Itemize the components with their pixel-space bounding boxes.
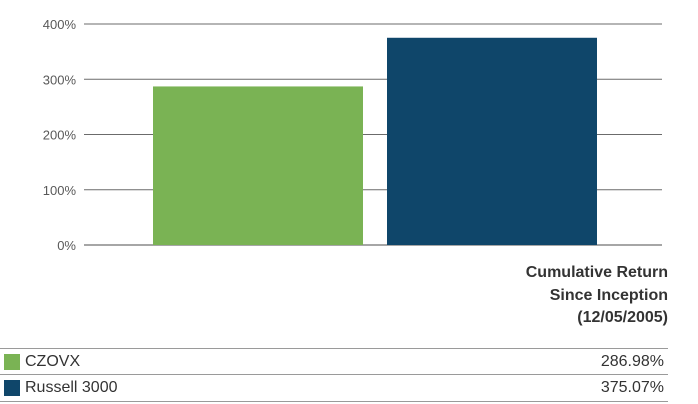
y-tick-label: 100%: [43, 183, 77, 198]
header-line-2: Since Inception: [549, 286, 668, 304]
header-line-3: (12/05/2005): [577, 309, 668, 326]
header-line-1: Cumulative Return: [525, 264, 668, 281]
legend-name: CZOVX: [25, 353, 81, 370]
legend-swatch: [4, 354, 20, 370]
legend-table: CZOVX 286.98% Russell 3000 375.07%: [0, 348, 668, 402]
y-tick-label: 200%: [43, 128, 77, 143]
legend-swatch: [4, 380, 20, 396]
y-tick-label: 300%: [43, 72, 77, 87]
y-axis-ticks: 0% 100% 200% 300% 400%: [43, 17, 77, 253]
bar-czovx: [153, 86, 363, 246]
bars: [153, 37, 597, 246]
legend-name: Russell 3000: [25, 379, 118, 396]
y-tick-label: 400%: [43, 17, 77, 32]
legend-value: 286.98%: [600, 353, 664, 370]
y-tick-label: 0%: [57, 238, 76, 253]
bar-russell-3000: [387, 37, 597, 245]
legend-row-czovx: CZOVX 286.98%: [0, 348, 668, 375]
legend-row-russell-3000: Russell 3000 375.07%: [0, 375, 668, 402]
legend-value: 375.07%: [600, 379, 664, 396]
column-header: Cumulative Return Since Inception (12/05…: [368, 262, 668, 330]
bar-chart: 0% 100% 200% 300% 400%: [43, 17, 662, 253]
